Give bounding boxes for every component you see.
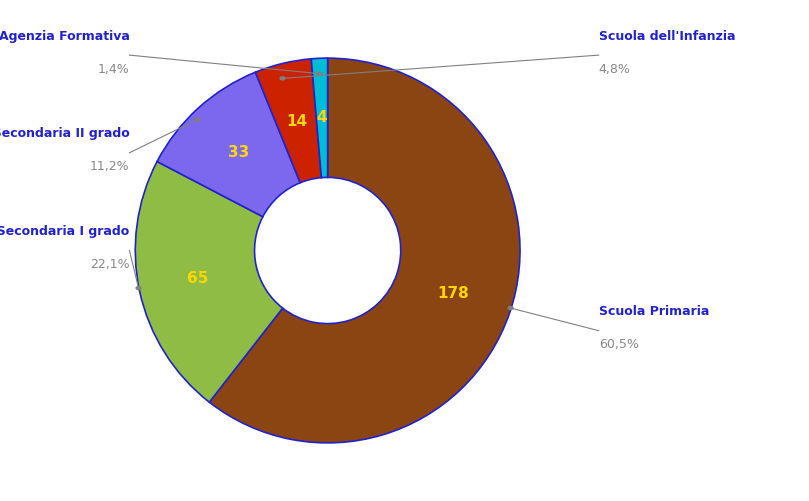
Text: 178: 178 [438, 286, 469, 301]
Text: Agenzia Formativa: Agenzia Formativa [0, 30, 129, 43]
Text: Scuola dell'Infanzia: Scuola dell'Infanzia [599, 30, 735, 43]
Text: 4: 4 [316, 110, 328, 125]
Text: 22,1%: 22,1% [90, 258, 129, 271]
Text: 4,8%: 4,8% [599, 63, 630, 76]
Text: Scuola Secondaria I grado: Scuola Secondaria I grado [0, 225, 129, 238]
Text: 14: 14 [286, 114, 307, 129]
Text: 11,2%: 11,2% [90, 160, 129, 173]
Wedge shape [210, 58, 520, 443]
Text: Scuola Secondaria II grado: Scuola Secondaria II grado [0, 127, 129, 140]
Text: 65: 65 [187, 271, 209, 286]
Text: 1,4%: 1,4% [98, 63, 129, 76]
Text: 60,5%: 60,5% [599, 338, 638, 351]
Text: Scuola Primaria: Scuola Primaria [599, 305, 709, 318]
Wedge shape [311, 58, 328, 178]
Text: 33: 33 [228, 145, 249, 160]
Wedge shape [135, 161, 282, 402]
Wedge shape [256, 59, 321, 183]
Wedge shape [157, 72, 300, 217]
